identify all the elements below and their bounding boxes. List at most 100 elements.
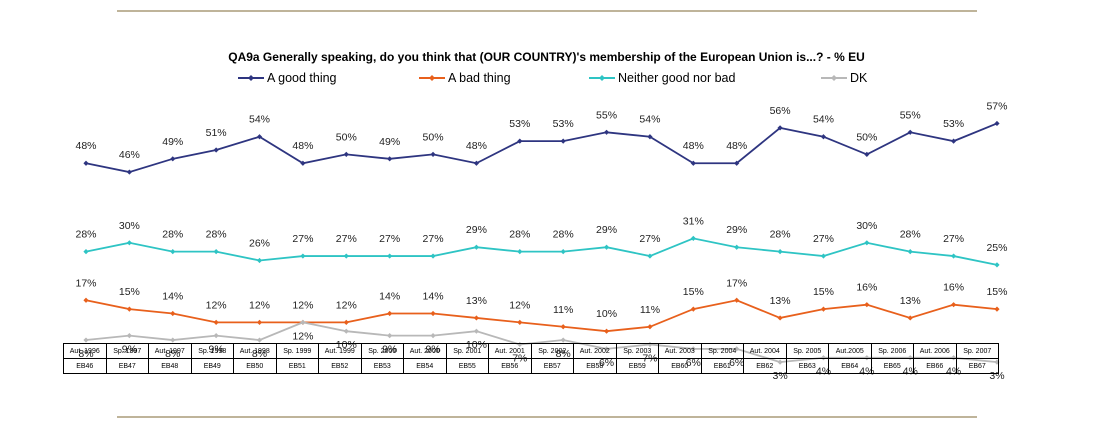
data-point-a-good-thing xyxy=(170,156,176,162)
code-cell: EB66 xyxy=(913,358,957,374)
data-label-neither-good-nor-bad: 27% xyxy=(336,233,357,245)
data-point-dk xyxy=(473,328,480,334)
data-point-neither-good-nor-bad xyxy=(690,235,696,241)
series-line-a-good-thing xyxy=(85,122,998,174)
code-cell: EB60 xyxy=(658,358,702,374)
data-point-a-bad-thing xyxy=(690,306,696,312)
category-cell: Sp. 1999 xyxy=(275,343,319,359)
data-label-a-good-thing: 46% xyxy=(119,149,140,161)
data-label-neither-good-nor-bad: 27% xyxy=(292,233,313,245)
data-point-a-good-thing xyxy=(690,160,696,166)
category-cell: Aut. 2003 xyxy=(658,343,702,359)
code-cell: EB57 xyxy=(530,358,574,374)
data-point-dk xyxy=(126,333,132,339)
data-point-neither-good-nor-bad xyxy=(256,257,263,264)
data-point-a-bad-thing xyxy=(517,319,523,325)
data-point-a-good-thing xyxy=(907,129,913,135)
code-cell: EB55 xyxy=(445,358,489,374)
data-label-a-good-thing: 51% xyxy=(206,127,227,139)
category-cell: Aut. 2000 xyxy=(403,343,447,359)
data-label-neither-good-nor-bad: 27% xyxy=(379,233,400,245)
data-label-neither-good-nor-bad: 27% xyxy=(813,233,834,245)
data-label-neither-good-nor-bad: 28% xyxy=(553,229,574,241)
data-point-a-good-thing xyxy=(300,160,306,166)
category-cell: Sp. 2000 xyxy=(360,343,404,359)
code-cell: EB67 xyxy=(955,358,999,374)
data-point-neither-good-nor-bad xyxy=(170,249,176,255)
data-label-a-good-thing: 54% xyxy=(639,114,660,126)
code-cell: EB62 xyxy=(743,358,787,374)
data-point-a-bad-thing xyxy=(994,306,1000,312)
data-point-a-good-thing xyxy=(734,160,740,166)
category-cell: Sp. 2001 xyxy=(445,343,489,359)
data-point-neither-good-nor-bad xyxy=(83,249,89,255)
category-cell: Sp. 2004 xyxy=(700,343,744,359)
legend-item-good: A good thing xyxy=(238,71,337,85)
data-point-a-good-thing xyxy=(343,151,349,157)
data-label-neither-good-nor-bad: 28% xyxy=(770,229,791,241)
data-point-a-good-thing xyxy=(517,138,523,144)
data-point-a-good-thing xyxy=(473,160,480,166)
data-label-a-good-thing: 49% xyxy=(379,136,400,148)
data-label-neither-good-nor-bad: 31% xyxy=(683,215,704,227)
data-label-a-good-thing: 49% xyxy=(162,136,183,148)
category-cell: Sp. 2006 xyxy=(870,343,914,359)
data-point-a-good-thing xyxy=(126,169,132,175)
data-point-neither-good-nor-bad xyxy=(473,244,480,250)
category-cell: Aut. 2001 xyxy=(488,343,532,359)
data-point-a-bad-thing xyxy=(951,302,957,308)
data-point-neither-good-nor-bad xyxy=(300,253,306,259)
data-label-neither-good-nor-bad: 27% xyxy=(639,233,660,245)
category-table: Aut. 1996 Sp. 1997 Aut. 1997 Sp. 1998 Aut. 1… xyxy=(63,343,999,374)
legend-swatch-neither xyxy=(589,75,615,81)
data-label-a-good-thing: 56% xyxy=(770,105,791,117)
data-label-neither-good-nor-bad: 25% xyxy=(986,242,1007,254)
data-point-dk xyxy=(83,337,89,343)
data-label-neither-good-nor-bad: 28% xyxy=(900,229,921,241)
data-point-a-good-thing xyxy=(430,151,436,157)
data-label-neither-good-nor-bad: 30% xyxy=(119,220,140,232)
data-point-dk xyxy=(170,337,176,343)
data-point-a-good-thing xyxy=(603,129,610,135)
data-label-a-good-thing: 54% xyxy=(249,114,270,126)
data-label-neither-good-nor-bad: 27% xyxy=(943,233,964,245)
data-label-a-bad-thing: 11% xyxy=(553,304,573,316)
code-cell: EB47 xyxy=(105,358,149,374)
code-cell: EB51 xyxy=(275,358,319,374)
code-cell: EB65 xyxy=(870,358,914,374)
data-label-neither-good-nor-bad: 27% xyxy=(423,233,444,245)
data-point-a-good-thing xyxy=(256,134,263,140)
data-point-a-bad-thing xyxy=(170,310,176,317)
data-point-a-bad-thing xyxy=(734,297,740,303)
data-point-dk xyxy=(387,333,393,339)
data-label-a-bad-thing: 12% xyxy=(509,299,530,311)
data-point-a-bad-thing xyxy=(647,324,653,330)
data-label-a-good-thing: 50% xyxy=(336,131,357,143)
data-label-a-bad-thing: 12% xyxy=(249,299,270,311)
category-row: Aut. 1996 Sp. 1997 Aut. 1997 Sp. 1998 Aut. 1… xyxy=(63,343,999,359)
data-point-neither-good-nor-bad xyxy=(951,253,957,259)
code-cell: EB54 xyxy=(403,358,447,374)
data-point-dk xyxy=(256,337,263,343)
category-cell: Aut. 1996 xyxy=(63,343,107,359)
data-point-a-bad-thing xyxy=(864,302,870,308)
data-label-neither-good-nor-bad: 28% xyxy=(162,229,183,241)
data-point-neither-good-nor-bad xyxy=(603,244,610,250)
data-point-neither-good-nor-bad xyxy=(343,253,349,259)
data-point-neither-good-nor-bad xyxy=(126,240,132,246)
data-point-neither-good-nor-bad xyxy=(777,249,783,255)
data-point-a-good-thing xyxy=(994,120,1000,127)
data-label-a-good-thing: 53% xyxy=(943,118,964,130)
category-cell: Aut. 1998 xyxy=(233,343,277,359)
data-point-a-bad-thing xyxy=(213,319,219,325)
data-point-dk xyxy=(343,328,349,334)
category-cell: Sp. 2007 xyxy=(955,343,999,359)
legend-swatch-bad xyxy=(419,75,445,81)
data-label-a-bad-thing: 15% xyxy=(813,286,834,298)
data-label-a-bad-thing: 15% xyxy=(683,286,704,298)
data-label-a-good-thing: 57% xyxy=(986,100,1007,112)
data-point-neither-good-nor-bad xyxy=(560,249,566,255)
data-label-neither-good-nor-bad: 28% xyxy=(509,229,530,241)
code-cell: EB49 xyxy=(190,358,234,374)
data-label-a-good-thing: 48% xyxy=(683,140,704,152)
